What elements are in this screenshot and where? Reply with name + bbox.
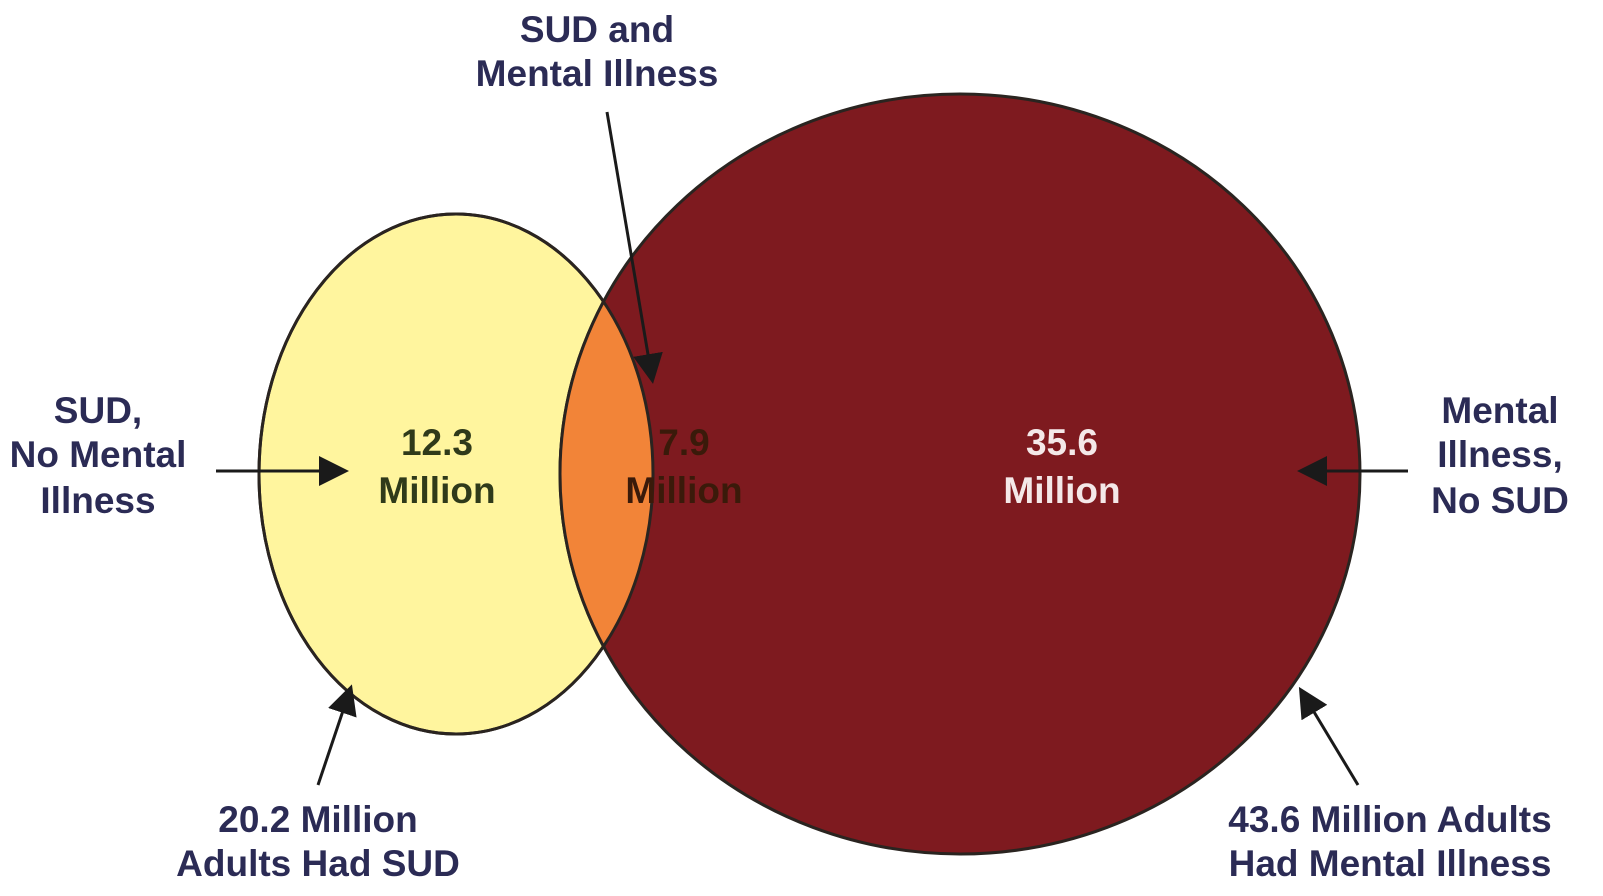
mi-only-unit: Million (1003, 470, 1120, 511)
mi-total-callout-line1: 43.6 Million Adults (1228, 799, 1551, 840)
mi-only-value: 35.6 (1026, 422, 1098, 463)
mi-only-callout-line2: Illness, (1437, 434, 1562, 475)
overlap-unit: Million (625, 470, 742, 511)
sud-total-callout-line2: Adults Had SUD (176, 843, 460, 884)
sud-total-arrow (316, 684, 357, 786)
sud-only-callout-line2: No Mental (10, 434, 187, 475)
both-arrow (605, 111, 663, 384)
sud-only-unit: Million (378, 470, 495, 511)
sud-only-callout-line1: SUD, (54, 390, 142, 431)
mi-only-callout-line1: Mental (1441, 390, 1558, 431)
overlap-value: 7.9 (658, 422, 709, 463)
sud-total-callout-line1: 20.2 Million (218, 799, 417, 840)
sud-only-callout-line3: Illness (40, 480, 155, 521)
mi-only-callout-line3: No SUD (1431, 480, 1569, 521)
mi-total-callout-line2: Had Mental Illness (1229, 843, 1552, 884)
mi-total-arrow (1298, 686, 1360, 786)
both-callout-line1: SUD and (520, 9, 674, 50)
both-callout-line2: Mental Illness (476, 53, 719, 94)
sud-only-value: 12.3 (401, 422, 473, 463)
mental-illness-outline (558, 214, 653, 734)
sud-circle-outline (257, 212, 655, 736)
